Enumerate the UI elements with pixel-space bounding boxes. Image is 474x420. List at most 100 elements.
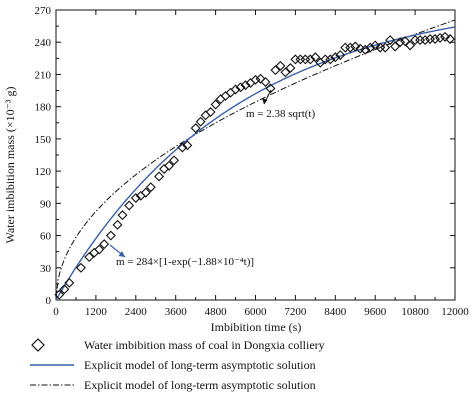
data-point (295, 54, 306, 65)
data-point (325, 54, 336, 65)
y-axis-title: Water imbibition mass (×10⁻³ g) (3, 86, 17, 243)
data-point (435, 32, 446, 43)
annotation-sqrt-model: m = 2.38 sqrt(t) (246, 108, 315, 120)
x-tick-label: 6000 (245, 306, 268, 318)
annotation-exp-arrowhead (118, 251, 125, 257)
data-point (210, 99, 221, 110)
y-tick-label: 30 (40, 263, 52, 275)
data-point (205, 107, 216, 118)
x-axis-title: Imbibition time (s) (211, 320, 302, 334)
data-point (265, 83, 276, 94)
data-point (440, 31, 451, 42)
legend-item-data: Water imbibition mass of coal in Dongxia… (30, 335, 450, 355)
data-point (300, 54, 311, 65)
data-point (260, 76, 271, 87)
data-point (330, 52, 341, 63)
data-point (380, 42, 391, 53)
data-point (140, 187, 151, 198)
data-point (59, 284, 70, 295)
x-tick-label: 10800 (401, 306, 429, 318)
annotation-sqrt-arrowhead (262, 98, 268, 104)
data-point (164, 160, 175, 171)
x-tick-label: 3600 (165, 306, 188, 318)
data-point (360, 44, 371, 55)
data-point (54, 289, 65, 300)
data-point (400, 36, 411, 47)
data-point (169, 155, 180, 166)
data-point (177, 142, 188, 153)
y-tick-label: 120 (35, 166, 52, 178)
data-point (395, 37, 406, 48)
data-point (350, 41, 361, 52)
x-tick-label: 7200 (284, 306, 307, 318)
data-point (255, 73, 266, 84)
legend-item-dashdot-model: Explicit model of long-term asymptotic s… (30, 375, 450, 395)
data-point (305, 54, 316, 65)
data-point (275, 60, 286, 71)
data-point (64, 277, 75, 288)
data-point (385, 35, 396, 46)
data-point (130, 192, 141, 203)
data-point (370, 40, 381, 51)
series-line-sqrt-model (55, 19, 456, 301)
x-tick-label: 4800 (205, 306, 228, 318)
data-point (365, 42, 376, 53)
data-point (335, 50, 346, 61)
y-tick-label: 60 (40, 231, 52, 243)
y-tick-label: 180 (35, 102, 52, 114)
plot-area: 0 1200 2400 3600 4800 6000 7200 8400 9600 10800 12… (35, 5, 470, 318)
data-point (445, 34, 455, 44)
data-point (420, 35, 431, 46)
legend-label-data: Water imbibition mass of coal in Dongxia… (84, 338, 325, 352)
data-point (159, 163, 170, 174)
data-point (117, 210, 128, 221)
y-tick-label: 270 (35, 5, 52, 17)
data-point (230, 84, 241, 95)
data-point (225, 87, 236, 98)
x-tick-label: 1200 (85, 306, 108, 318)
data-point (105, 230, 116, 241)
data-point (405, 40, 416, 51)
solid-line-icon (30, 364, 74, 366)
data-point (220, 90, 231, 101)
data-point (345, 42, 356, 53)
data-point (89, 247, 100, 258)
y-tick-label: 210 (35, 69, 52, 81)
y-tick-label: 90 (40, 198, 52, 210)
series-line-exp-model (55, 26, 456, 301)
legend-item-solid-model: Explicit model of long-term asymptotic s… (30, 355, 450, 375)
data-point (94, 244, 105, 255)
data-point (285, 63, 296, 73)
data-point (250, 74, 261, 85)
data-point (190, 123, 201, 134)
legend-label-dashdot-model: Explicit model of long-term asymptotic s… (84, 378, 316, 392)
data-point (195, 116, 206, 127)
data-point (310, 52, 321, 63)
data-point (415, 35, 426, 46)
chart: 0 1200 2400 3600 4800 6000 7200 8400 9600 10800 12… (3, 5, 470, 334)
data-point (290, 54, 301, 65)
data-point (145, 182, 156, 193)
y-tick-label: 0 (46, 295, 52, 307)
legend-label-solid-model: Explicit model of long-term asymptotic s… (84, 358, 316, 372)
data-point (112, 219, 123, 230)
data-point (280, 67, 291, 78)
data-point (182, 140, 193, 151)
data-point (99, 239, 110, 250)
data-point (200, 110, 211, 121)
x-tick-label: 12000 (441, 306, 469, 318)
data-point (75, 262, 86, 273)
data-point (240, 80, 251, 91)
x-tick-label: 2400 (125, 306, 148, 318)
data-point (154, 171, 165, 182)
data-point (340, 42, 351, 53)
data-point (84, 252, 95, 263)
x-tick-label: 8400 (324, 306, 347, 318)
data-point (124, 200, 135, 211)
data-point (270, 65, 281, 76)
annotation-exp-model: m = 284×[1-exp(−1.88×10⁻⁴t)] (116, 256, 254, 268)
x-tick-label: 9600 (364, 306, 387, 318)
y-tick-label: 150 (35, 134, 52, 146)
x-tick-label: 0 (53, 306, 59, 318)
diamond-marker-icon (31, 338, 45, 352)
